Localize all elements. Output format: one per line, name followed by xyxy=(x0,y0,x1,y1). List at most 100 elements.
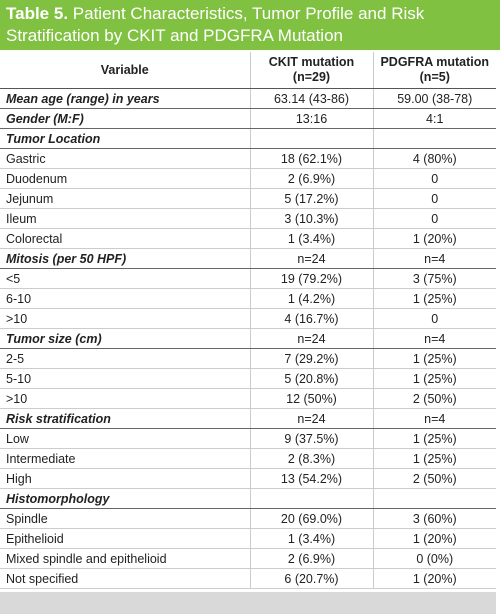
section-row: Gender (M:F) 13:16 4:1 xyxy=(0,108,496,129)
cell: 2 (50%) xyxy=(372,388,496,409)
cell: 18 (62.1%) xyxy=(249,148,373,169)
cell: 13 (54.2%) xyxy=(249,468,373,489)
cell: Intermediate xyxy=(0,448,250,469)
data-row: 5-10 5 (20.8%) 1 (25%) xyxy=(0,368,496,389)
cell: 1 (25%) xyxy=(372,428,496,449)
cell: 2 (6.9%) xyxy=(249,548,373,569)
data-row: Ileum 3 (10.3%) 0 xyxy=(0,208,496,229)
cell: Low xyxy=(0,428,250,449)
section-row: Tumor Location xyxy=(0,128,496,149)
cell: n=24 xyxy=(249,328,373,349)
cell: 59.00 (38-78) xyxy=(372,88,496,109)
footer-bar xyxy=(0,592,496,614)
cell: 63.14 (43-86) xyxy=(249,88,373,109)
cell: <5 xyxy=(0,268,250,289)
cell: 5-10 xyxy=(0,368,250,389)
cell: 1 (25%) xyxy=(372,448,496,469)
data-row: <5 19 (79.2%) 3 (75%) xyxy=(0,268,496,289)
cell: Jejunum xyxy=(0,188,250,209)
cell xyxy=(249,488,373,509)
cell: 13:16 xyxy=(249,108,373,129)
cell: Colorectal xyxy=(0,228,250,249)
cell: 1 (3.4%) xyxy=(249,528,373,549)
cell: 1 (25%) xyxy=(372,348,496,369)
cell: 6 (20.7%) xyxy=(249,568,373,589)
data-row: Colorectal 1 (3.4%) 1 (20%) xyxy=(0,228,496,249)
data-row: Jejunum 5 (17.2%) 0 xyxy=(0,188,496,209)
data-row: Gastric 18 (62.1%) 4 (80%) xyxy=(0,148,496,169)
section-row: Histomorphology xyxy=(0,488,496,509)
cell: 0 (0%) xyxy=(372,548,496,569)
cell: Not specified xyxy=(0,568,250,589)
title-text: Patient Characteristics, Tumor Profile a… xyxy=(6,4,425,45)
header-line: CKIT mutation xyxy=(268,55,355,69)
cell: 9 (37.5%) xyxy=(249,428,373,449)
header-row: Variable CKIT mutation (n=29) PDGFRA mutati… xyxy=(0,52,496,89)
header-line: Variable xyxy=(100,62,149,77)
header-cell: CKIT mutation (n=29) xyxy=(249,52,373,89)
cell: n=24 xyxy=(249,408,373,429)
cell: 5 (17.2%) xyxy=(249,188,373,209)
cell: >10 xyxy=(0,388,250,409)
cell: Histomorphology xyxy=(0,488,250,509)
section-row: Tumor size (cm) n=24 n=4 xyxy=(0,328,496,349)
cell: 3 (10.3%) xyxy=(249,208,373,229)
cell: 6-10 xyxy=(0,288,250,309)
data-table: Variable CKIT mutation (n=29) PDGFRA mutati… xyxy=(0,52,496,589)
cell: Ileum xyxy=(0,208,250,229)
cell: 1 (20%) xyxy=(372,228,496,249)
cell: 2-5 xyxy=(0,348,250,369)
cell: 2 (50%) xyxy=(372,468,496,489)
header-line: (n=29) xyxy=(292,70,331,84)
cell: 0 xyxy=(372,188,496,209)
data-row: Intermediate 2 (8.3%) 1 (25%) xyxy=(0,448,496,469)
data-row: Not specified 6 (20.7%) 1 (20%) xyxy=(0,568,496,589)
cell: 1 (4.2%) xyxy=(249,288,373,309)
cell: n=4 xyxy=(372,248,496,269)
cell: 2 (8.3%) xyxy=(249,448,373,469)
header-cell: Variable xyxy=(0,52,250,89)
cell: 1 (3.4%) xyxy=(249,228,373,249)
cell: 19 (79.2%) xyxy=(249,268,373,289)
header-line: PDGFRA mutation xyxy=(380,55,490,69)
cell: 4 (16.7%) xyxy=(249,308,373,329)
cell: >10 xyxy=(0,308,250,329)
data-row: Duodenum 2 (6.9%) 0 xyxy=(0,168,496,189)
data-row: Spindle 20 (69.0%) 3 (60%) xyxy=(0,508,496,529)
data-row: 2-5 7 (29.2%) 1 (25%) xyxy=(0,348,496,369)
cell: 3 (75%) xyxy=(372,268,496,289)
cell: 20 (69.0%) xyxy=(249,508,373,529)
header-cell: PDGFRA mutation (n=5) xyxy=(372,52,496,89)
cell: Mitosis (per 50 HPF) xyxy=(0,248,250,269)
cell: 7 (29.2%) xyxy=(249,348,373,369)
cell: 2 (6.9%) xyxy=(249,168,373,189)
cell: 1 (20%) xyxy=(372,568,496,589)
cell: 1 (25%) xyxy=(372,368,496,389)
cell: n=4 xyxy=(372,328,496,349)
cell: 0 xyxy=(372,168,496,189)
cell: 4 (80%) xyxy=(372,148,496,169)
cell: n=24 xyxy=(249,248,373,269)
cell: Tumor Location xyxy=(0,128,250,149)
cell: Tumor size (cm) xyxy=(0,328,250,349)
table-label: Table 5. xyxy=(6,4,69,23)
cell: Duodenum xyxy=(0,168,250,189)
cell xyxy=(372,128,496,149)
header-line: (n=5) xyxy=(419,70,450,84)
table-title: Table 5. Patient Characteristics, Tumor … xyxy=(0,0,500,50)
cell: 1 (25%) xyxy=(372,288,496,309)
section-row: Mean age (range) in years 63.14 (43-86) 59… xyxy=(0,88,496,109)
cell: Risk stratification xyxy=(0,408,250,429)
section-row: Mitosis (per 50 HPF) n=24 n=4 xyxy=(0,248,496,269)
cell: 0 xyxy=(372,208,496,229)
data-row: 6-10 1 (4.2%) 1 (25%) xyxy=(0,288,496,309)
cell: 0 xyxy=(372,308,496,329)
cell: n=4 xyxy=(372,408,496,429)
cell xyxy=(372,488,496,509)
cell xyxy=(249,128,373,149)
cell: Gastric xyxy=(0,148,250,169)
cell: Spindle xyxy=(0,508,250,529)
data-row: Low 9 (37.5%) 1 (25%) xyxy=(0,428,496,449)
data-row: >10 4 (16.7%) 0 xyxy=(0,308,496,329)
